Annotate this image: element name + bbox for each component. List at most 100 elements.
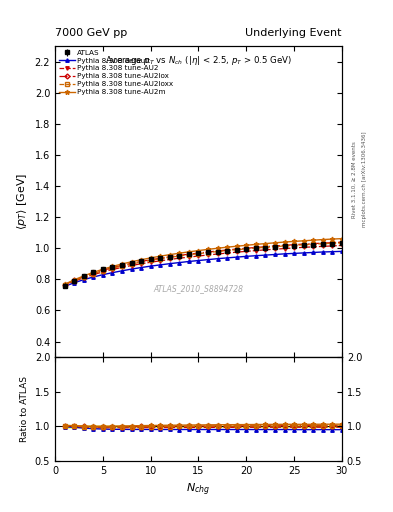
Pythia 8.308 tune-AU2loxx bbox=[72, 278, 77, 284]
Pythia 8.308 tune-AU2lox bbox=[215, 248, 220, 254]
Text: mcplots.cern.ch [arXiv:1306.3436]: mcplots.cern.ch [arXiv:1306.3436] bbox=[362, 132, 367, 227]
Pythia 8.308 default bbox=[139, 265, 143, 271]
Text: ATLAS_2010_S8894728: ATLAS_2010_S8894728 bbox=[153, 284, 244, 293]
Pythia 8.308 tune-AU2 bbox=[158, 258, 163, 264]
Pythia 8.308 tune-AU2lox bbox=[158, 255, 163, 261]
Text: Underlying Event: Underlying Event bbox=[245, 28, 342, 38]
Pythia 8.308 tune-AU2m bbox=[282, 239, 287, 245]
Pythia 8.308 tune-AU2m bbox=[148, 255, 153, 261]
Pythia 8.308 tune-AU2loxx bbox=[292, 242, 296, 248]
Pythia 8.308 tune-AU2lox bbox=[196, 250, 201, 256]
Pythia 8.308 tune-AU2lox bbox=[81, 273, 86, 280]
Pythia 8.308 tune-AU2m bbox=[101, 266, 105, 272]
Pythia 8.308 tune-AU2loxx bbox=[62, 282, 67, 288]
Pythia 8.308 tune-AU2 bbox=[234, 249, 239, 255]
Pythia 8.308 tune-AU2 bbox=[340, 242, 344, 248]
Pythia 8.308 tune-AU2m bbox=[206, 246, 210, 252]
Pythia 8.308 tune-AU2m bbox=[234, 243, 239, 249]
Pythia 8.308 tune-AU2m bbox=[81, 273, 86, 279]
Pythia 8.308 tune-AU2loxx bbox=[282, 243, 287, 249]
Pythia 8.308 default bbox=[215, 255, 220, 262]
Pythia 8.308 tune-AU2m bbox=[119, 261, 124, 267]
Pythia 8.308 tune-AU2 bbox=[244, 248, 249, 254]
Pythia 8.308 tune-AU2m bbox=[330, 236, 335, 242]
Pythia 8.308 tune-AU2lox bbox=[206, 249, 210, 255]
Pythia 8.308 tune-AU2lox bbox=[177, 252, 182, 259]
Pythia 8.308 tune-AU2loxx bbox=[215, 248, 220, 254]
Legend: ATLAS, Pythia 8.308 default, Pythia 8.308 tune-AU2, Pythia 8.308 tune-AU2lox, Py: ATLAS, Pythia 8.308 default, Pythia 8.30… bbox=[57, 48, 175, 96]
Pythia 8.308 tune-AU2 bbox=[91, 272, 95, 278]
Pythia 8.308 default bbox=[301, 250, 306, 256]
Pythia 8.308 default bbox=[110, 270, 115, 276]
Pythia 8.308 tune-AU2loxx bbox=[330, 240, 335, 246]
Pythia 8.308 default bbox=[72, 280, 77, 286]
Pythia 8.308 tune-AU2 bbox=[330, 243, 335, 249]
Pythia 8.308 tune-AU2loxx bbox=[225, 247, 230, 253]
Pythia 8.308 tune-AU2 bbox=[187, 254, 191, 260]
Pythia 8.308 default bbox=[158, 262, 163, 268]
Pythia 8.308 tune-AU2lox bbox=[330, 240, 335, 246]
Line: Pythia 8.308 tune-AU2: Pythia 8.308 tune-AU2 bbox=[63, 244, 343, 287]
Pythia 8.308 tune-AU2lox bbox=[244, 245, 249, 251]
Pythia 8.308 tune-AU2m bbox=[129, 259, 134, 265]
Pythia 8.308 default bbox=[225, 255, 230, 261]
Pythia 8.308 default bbox=[292, 250, 296, 257]
Pythia 8.308 tune-AU2loxx bbox=[91, 271, 95, 277]
Pythia 8.308 default bbox=[167, 261, 172, 267]
Pythia 8.308 tune-AU2lox bbox=[110, 265, 115, 271]
Pythia 8.308 tune-AU2lox bbox=[320, 240, 325, 246]
Pythia 8.308 tune-AU2loxx bbox=[110, 265, 115, 271]
Pythia 8.308 tune-AU2loxx bbox=[139, 259, 143, 265]
Pythia 8.308 tune-AU2lox bbox=[129, 260, 134, 266]
Pythia 8.308 tune-AU2loxx bbox=[196, 251, 201, 257]
Pythia 8.308 tune-AU2loxx bbox=[129, 261, 134, 267]
Pythia 8.308 tune-AU2m bbox=[215, 245, 220, 251]
Pythia 8.308 tune-AU2m bbox=[225, 244, 230, 250]
Pythia 8.308 default bbox=[206, 257, 210, 263]
Pythia 8.308 tune-AU2lox bbox=[139, 259, 143, 265]
Pythia 8.308 tune-AU2 bbox=[292, 245, 296, 251]
Pythia 8.308 default bbox=[253, 252, 258, 259]
Pythia 8.308 tune-AU2loxx bbox=[263, 244, 268, 250]
Pythia 8.308 tune-AU2loxx bbox=[101, 268, 105, 274]
Pythia 8.308 tune-AU2loxx bbox=[187, 252, 191, 258]
Y-axis label: Ratio to ATLAS: Ratio to ATLAS bbox=[20, 376, 29, 442]
Pythia 8.308 tune-AU2loxx bbox=[244, 246, 249, 252]
Pythia 8.308 tune-AU2m bbox=[273, 240, 277, 246]
Pythia 8.308 tune-AU2m bbox=[110, 263, 115, 269]
Pythia 8.308 tune-AU2m bbox=[244, 242, 249, 248]
Pythia 8.308 tune-AU2m bbox=[263, 241, 268, 247]
Pythia 8.308 tune-AU2lox bbox=[301, 241, 306, 247]
Pythia 8.308 default bbox=[129, 266, 134, 272]
Pythia 8.308 default bbox=[234, 254, 239, 260]
Pythia 8.308 default bbox=[320, 249, 325, 255]
Line: Pythia 8.308 tune-AU2loxx: Pythia 8.308 tune-AU2loxx bbox=[63, 241, 343, 287]
Pythia 8.308 tune-AU2 bbox=[215, 251, 220, 257]
Pythia 8.308 default bbox=[340, 248, 344, 254]
Pythia 8.308 default bbox=[330, 249, 335, 255]
Pythia 8.308 tune-AU2lox bbox=[282, 242, 287, 248]
Pythia 8.308 tune-AU2m bbox=[320, 237, 325, 243]
Pythia 8.308 tune-AU2 bbox=[263, 247, 268, 253]
Pythia 8.308 tune-AU2lox bbox=[187, 251, 191, 257]
Pythia 8.308 tune-AU2loxx bbox=[340, 240, 344, 246]
Pythia 8.308 tune-AU2m bbox=[311, 237, 316, 243]
X-axis label: $N_{chg}$: $N_{chg}$ bbox=[186, 481, 211, 498]
Pythia 8.308 tune-AU2loxx bbox=[81, 274, 86, 280]
Y-axis label: $\langle p_T \rangle$ [GeV]: $\langle p_T \rangle$ [GeV] bbox=[15, 173, 29, 230]
Pythia 8.308 default bbox=[196, 258, 201, 264]
Pythia 8.308 tune-AU2lox bbox=[101, 267, 105, 273]
Pythia 8.308 tune-AU2lox bbox=[263, 244, 268, 250]
Line: Pythia 8.308 tune-AU2m: Pythia 8.308 tune-AU2m bbox=[62, 236, 344, 287]
Pythia 8.308 tune-AU2m bbox=[292, 239, 296, 245]
Pythia 8.308 tune-AU2 bbox=[72, 278, 77, 284]
Pythia 8.308 tune-AU2loxx bbox=[311, 241, 316, 247]
Pythia 8.308 tune-AU2 bbox=[101, 269, 105, 275]
Pythia 8.308 default bbox=[311, 249, 316, 255]
Pythia 8.308 default bbox=[101, 272, 105, 278]
Pythia 8.308 tune-AU2 bbox=[110, 266, 115, 272]
Pythia 8.308 tune-AU2lox bbox=[62, 282, 67, 288]
Pythia 8.308 tune-AU2lox bbox=[273, 243, 277, 249]
Pythia 8.308 tune-AU2lox bbox=[72, 278, 77, 284]
Text: Average $p_T$ vs $N_{ch}$ ($|\eta|$ < 2.5, $p_T$ > 0.5 GeV): Average $p_T$ vs $N_{ch}$ ($|\eta|$ < 2.… bbox=[105, 54, 292, 67]
